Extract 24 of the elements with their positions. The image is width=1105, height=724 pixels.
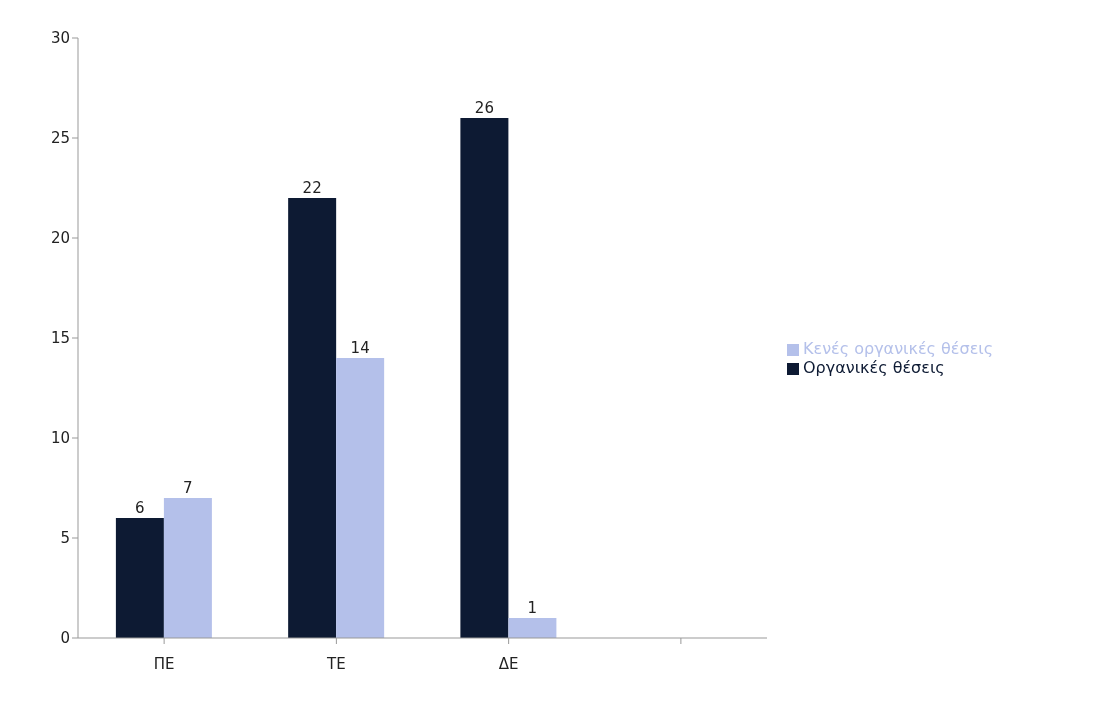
y-tick-label: 15 [50,329,70,348]
y-tick-label: 30 [50,29,70,48]
bar [508,618,557,638]
legend-label: Κενές οργανικές θέσεις [803,339,994,358]
x-tick-label: ΔΕ [498,654,519,673]
legend-label: Οργανικές θέσεις [803,358,945,377]
data-label: 22 [302,179,322,197]
bar [163,498,212,638]
data-label: 14 [350,339,370,357]
x-tick-label: ΠΕ [153,654,175,673]
y-tick-label: 5 [60,529,70,548]
bar [115,518,164,638]
data-label: 1 [527,599,538,617]
bar [460,118,509,638]
data-label: 7 [183,479,193,497]
data-label: 6 [135,499,145,517]
bar [288,198,337,638]
y-tick-label: 20 [50,229,70,248]
data-label: 26 [474,99,494,117]
x-tick-label: ΤΕ [326,654,346,673]
y-tick-label: 25 [50,129,70,148]
bar [336,358,385,638]
y-tick-label: 0 [60,629,70,648]
y-tick-label: 10 [50,429,70,448]
